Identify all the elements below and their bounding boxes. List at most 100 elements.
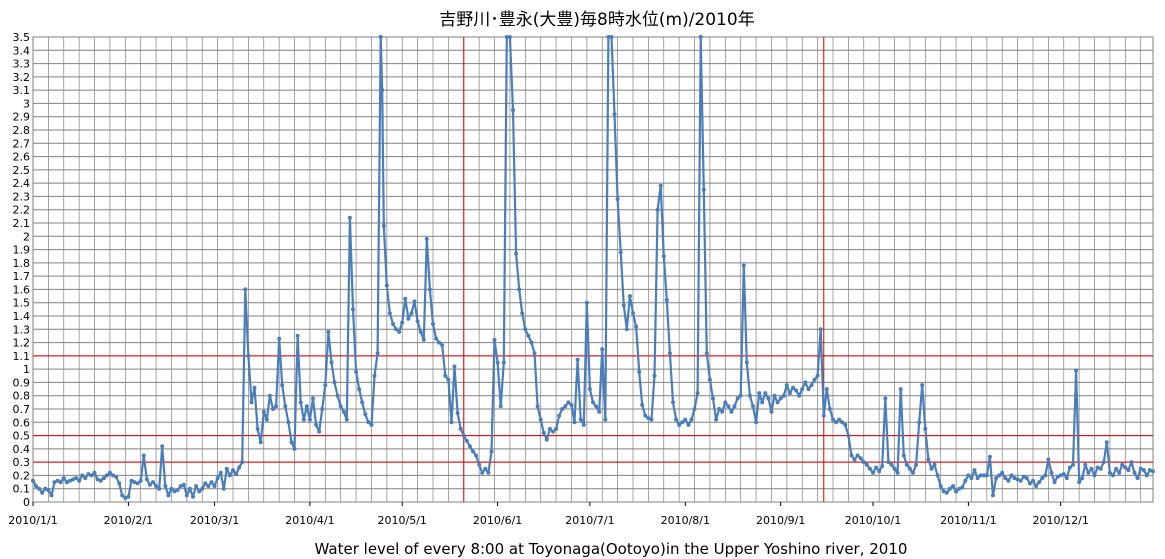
data-point	[114, 474, 119, 479]
data-point	[769, 409, 774, 414]
data-point	[618, 250, 623, 255]
x-tick-label: 2010/12/1	[1032, 514, 1088, 527]
x-axis-label: Water level of every 8:00 at Toyonaga(Oo…	[315, 540, 908, 558]
x-tick-label: 2010/11/1	[940, 514, 996, 527]
data-point	[547, 426, 552, 431]
data-point	[1071, 462, 1075, 467]
data-point	[1015, 477, 1020, 482]
data-point	[938, 484, 943, 489]
data-point	[455, 411, 460, 415]
data-point	[806, 387, 811, 392]
data-point	[551, 429, 555, 434]
data-point	[824, 387, 829, 392]
data-point	[667, 351, 672, 356]
data-point	[498, 404, 503, 409]
y-tick-label: 2.8	[13, 124, 31, 137]
data-point	[720, 409, 725, 414]
data-point	[326, 329, 331, 334]
data-point	[686, 422, 691, 427]
y-tick-label: 0.9	[13, 376, 31, 389]
data-point	[895, 470, 900, 475]
data-point	[471, 449, 475, 454]
data-point	[271, 407, 275, 411]
data-point	[194, 484, 199, 489]
data-point	[701, 187, 706, 192]
data-point	[34, 484, 39, 489]
data-point	[320, 407, 325, 411]
x-tick-label: 2010/7/1	[565, 514, 614, 527]
data-point	[1098, 466, 1103, 471]
data-point	[671, 400, 675, 405]
data-point	[978, 473, 983, 478]
data-point	[480, 470, 485, 475]
data-point	[1049, 470, 1054, 475]
data-point	[172, 489, 177, 494]
y-tick-label: 1.7	[13, 270, 31, 283]
data-point	[855, 453, 860, 458]
y-tick-label: 3.4	[13, 44, 31, 57]
data-point	[203, 481, 208, 486]
data-point	[1061, 472, 1066, 477]
data-point	[1083, 462, 1088, 467]
data-point	[566, 400, 571, 405]
data-point	[227, 473, 232, 478]
data-point	[252, 385, 257, 390]
data-point	[323, 383, 328, 388]
data-point	[46, 488, 51, 492]
data-point	[317, 429, 322, 434]
data-point	[544, 437, 549, 442]
data-point	[486, 470, 491, 475]
data-point	[538, 417, 543, 422]
data-point	[858, 456, 863, 461]
data-point	[123, 496, 128, 500]
data-point	[674, 417, 679, 422]
data-point	[43, 486, 48, 491]
data-point	[677, 422, 682, 427]
data-point	[917, 420, 922, 425]
data-point	[224, 466, 229, 471]
data-point	[575, 357, 580, 362]
x-tick-label: 2010/8/1	[661, 514, 710, 527]
y-axis-ticks: 00.10.20.30.40.50.60.70.80.911.11.21.31.…	[13, 31, 31, 509]
data-point	[351, 307, 355, 312]
data-point	[64, 480, 69, 485]
data-point	[526, 333, 531, 338]
data-point	[464, 438, 469, 443]
data-point	[800, 387, 805, 392]
data-point	[86, 472, 91, 477]
data-point	[1077, 480, 1082, 485]
data-point	[898, 387, 903, 392]
data-point	[557, 413, 562, 418]
data-point	[529, 340, 534, 345]
data-point	[926, 457, 931, 462]
data-point	[578, 417, 583, 422]
data-point	[778, 396, 783, 401]
data-point	[138, 478, 143, 483]
x-axis-ticks: 2010/1/1 2010/2/1 2010/3/1 2010/4/1 2010/5/1…	[8, 502, 1089, 527]
data-point	[775, 400, 780, 405]
data-point	[154, 484, 159, 489]
data-point	[554, 426, 559, 431]
data-point	[535, 404, 540, 409]
data-point	[831, 417, 835, 422]
data-point	[1111, 473, 1115, 478]
data-point	[147, 482, 152, 487]
data-point	[409, 311, 414, 316]
data-point	[141, 453, 146, 458]
data-point	[904, 462, 909, 467]
x-tick-label: 2010/5/1	[378, 514, 427, 527]
data-point	[523, 327, 528, 332]
data-point	[637, 369, 642, 374]
data-point	[520, 311, 525, 316]
data-point	[240, 460, 245, 465]
y-tick-label: 0	[23, 496, 30, 509]
data-point	[292, 446, 297, 451]
data-point	[1043, 473, 1048, 478]
data-point	[267, 393, 272, 398]
data-point	[421, 337, 426, 342]
data-point	[794, 388, 799, 393]
data-point	[658, 183, 663, 188]
data-point	[132, 480, 137, 485]
y-tick-label: 2.9	[13, 111, 31, 124]
data-point	[277, 336, 282, 341]
